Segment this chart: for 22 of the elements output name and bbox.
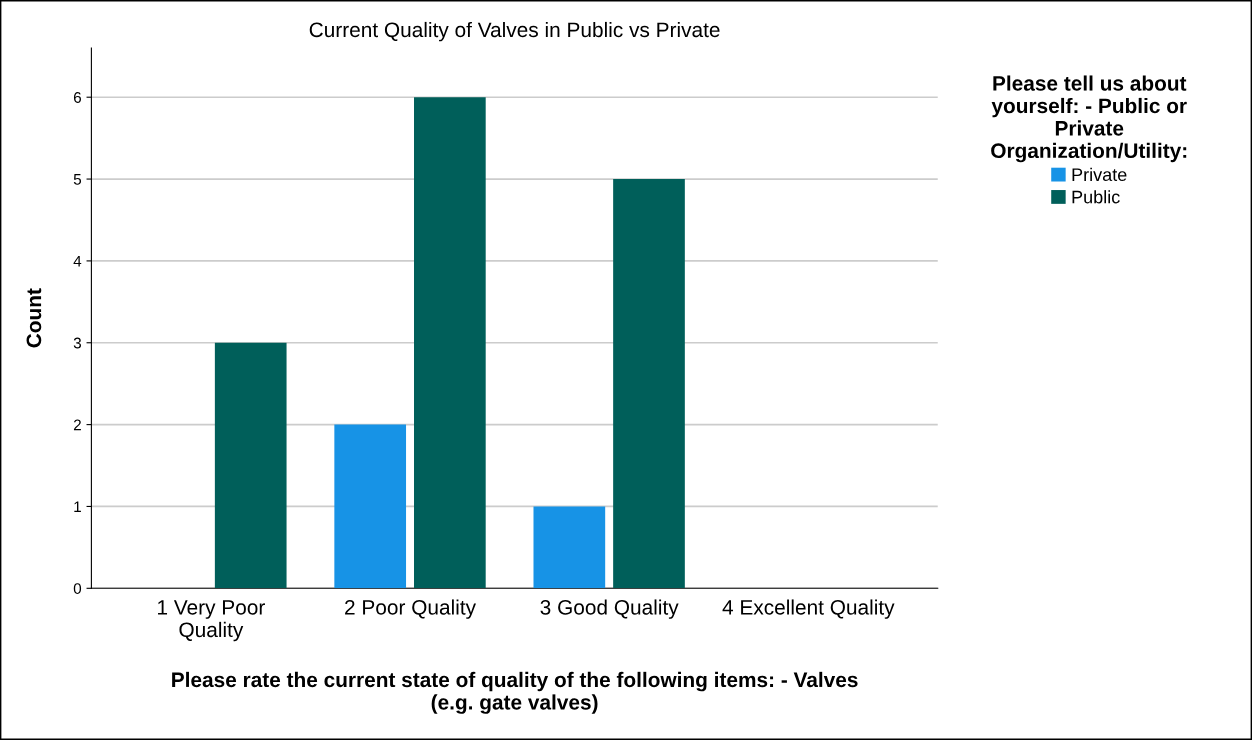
- bar: [334, 424, 407, 589]
- x-tick-label: 3 Good Quality: [540, 599, 679, 619]
- y-tick-label: 1: [74, 501, 81, 512]
- bar: [613, 179, 685, 589]
- y-tick-label: 4: [73, 255, 82, 267]
- y-tick-label: 3: [73, 337, 81, 349]
- bar: [214, 342, 287, 589]
- x-tick-label: 4 Excellent Quality: [722, 599, 895, 619]
- x-axis-title: Please rate the current state of quality of the following items: - Valves (e.g. gate valves): [172, 671, 858, 714]
- x-tick-label: 1 Very Poor Quality: [158, 600, 265, 642]
- y-axis-title: Count: [26, 288, 42, 348]
- y-tick-label: 0: [73, 583, 82, 594]
- chart-title: Current Quality of Valves in Public vs Private: [309, 21, 720, 42]
- y-tick-label: 6: [73, 92, 81, 103]
- bar: [533, 506, 606, 589]
- bar: [414, 97, 486, 589]
- y-tick-label: 5: [73, 174, 82, 185]
- legend-label: Private: [1072, 167, 1127, 182]
- y-tick-label: 2: [73, 419, 81, 431]
- legend-title: Please tell us about yourself: - Public or Private Organization/Utility:: [991, 75, 1187, 163]
- legend-label: Public: [1072, 190, 1120, 204]
- x-tick-label: 2 Poor Quality: [345, 599, 476, 619]
